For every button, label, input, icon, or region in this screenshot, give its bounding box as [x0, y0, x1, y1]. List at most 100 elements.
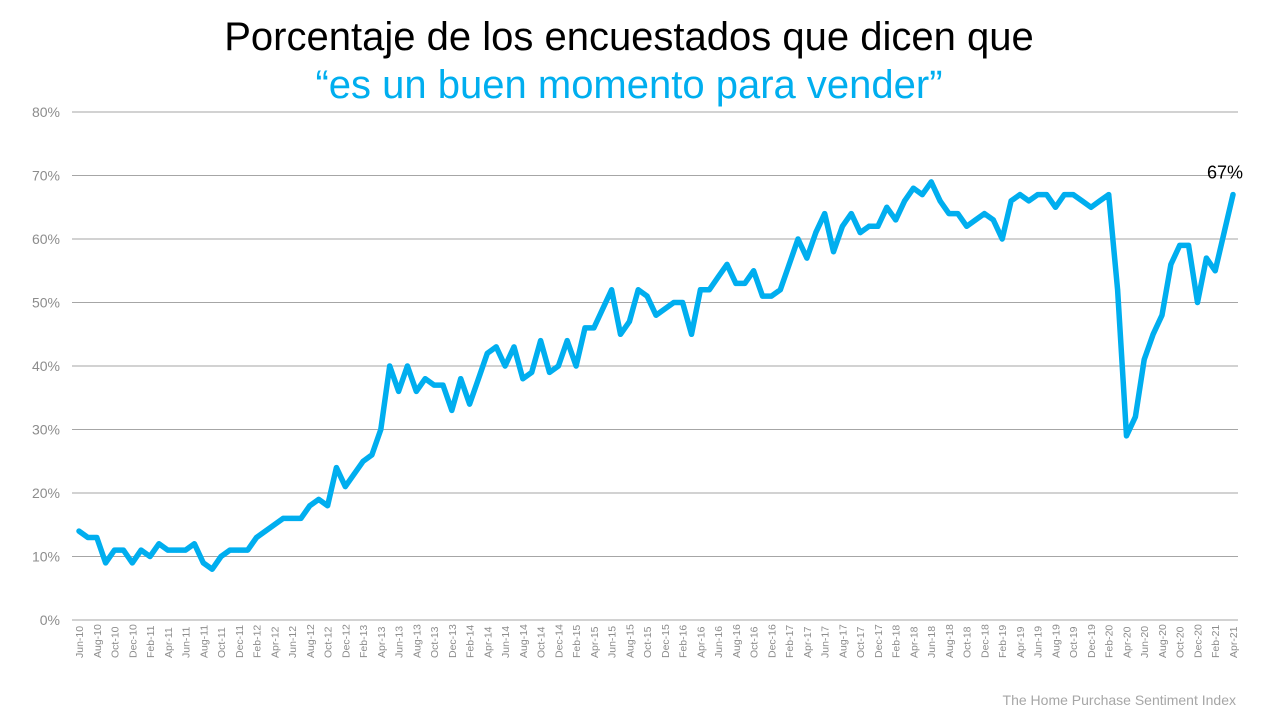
x-tick-label: Feb-18	[891, 625, 903, 658]
data-point	[742, 280, 748, 286]
data-point	[990, 217, 996, 223]
x-tick-label: Dec-14	[553, 624, 565, 658]
data-point	[1008, 198, 1014, 204]
data-point	[786, 261, 792, 267]
data-point	[910, 185, 916, 191]
data-point	[866, 223, 872, 229]
data-point	[396, 388, 402, 394]
x-tick-label: Feb-21	[1210, 625, 1222, 658]
data-point	[1061, 192, 1067, 198]
data-point	[174, 547, 180, 553]
data-point	[120, 547, 126, 553]
data-point	[1070, 192, 1076, 198]
data-point	[316, 496, 322, 502]
x-tick-label: Jun-11	[181, 627, 193, 658]
data-point	[440, 382, 446, 388]
x-tick-label: Aug-16	[731, 624, 743, 658]
x-tick-label: Feb-19	[997, 625, 1009, 658]
data-point	[609, 287, 615, 293]
data-point	[342, 484, 348, 490]
data-point	[94, 534, 100, 540]
data-point	[76, 528, 82, 534]
data-point	[715, 274, 721, 280]
x-tick-label: Dec-13	[447, 624, 459, 658]
y-tick-label: 30%	[32, 422, 60, 438]
data-point	[112, 547, 118, 553]
x-tick-label: Dec-19	[1086, 624, 1098, 658]
x-tick-label: Aug-18	[944, 624, 956, 658]
data-point	[280, 515, 286, 521]
data-point	[839, 223, 845, 229]
x-tick-label: Aug-10	[92, 624, 104, 658]
x-tick-label: Feb-15	[571, 625, 583, 658]
data-point	[777, 287, 783, 293]
data-point	[502, 363, 508, 369]
x-tick-label: Jun-14	[500, 626, 512, 658]
data-point	[209, 566, 215, 572]
x-tick-label: Dec-17	[873, 624, 885, 658]
data-point	[333, 465, 339, 471]
y-tick-label: 40%	[32, 358, 60, 374]
data-point	[467, 401, 473, 407]
data-point	[218, 554, 224, 559]
data-point	[662, 306, 668, 312]
data-point	[191, 541, 197, 547]
data-point	[289, 515, 295, 521]
data-point	[635, 287, 641, 293]
data-point	[254, 534, 260, 540]
x-tick-label: Oct-13	[429, 626, 441, 658]
data-point	[1106, 192, 1112, 198]
end-data-label: 67%	[1207, 163, 1243, 183]
x-tick-label: Jun-10	[74, 626, 86, 658]
data-point	[378, 427, 384, 432]
x-tick-label: Jun-20	[1139, 626, 1151, 658]
data-point	[831, 249, 837, 255]
x-tick-label: Dec-15	[660, 624, 672, 658]
x-tick-label: Apr-11	[163, 627, 175, 658]
x-tick-label: Jun-19	[1033, 626, 1045, 658]
data-point	[484, 350, 490, 356]
data-point	[582, 325, 588, 331]
data-point	[919, 192, 925, 198]
data-point	[1159, 312, 1165, 318]
data-point	[848, 211, 854, 217]
chart-title: Porcentaje de los encuestados que dicen …	[224, 15, 1034, 59]
data-point	[1177, 242, 1183, 248]
data-point	[795, 236, 801, 242]
x-tick-label: Dec-12	[340, 624, 352, 658]
data-point	[591, 325, 597, 331]
x-tick-label: Aug-14	[518, 624, 530, 658]
data-point	[1203, 255, 1209, 261]
data-point	[902, 198, 908, 204]
x-tick-label: Jun-15	[607, 626, 619, 658]
x-tick-label: Dec-11	[234, 625, 246, 658]
data-point	[245, 547, 251, 553]
data-point	[129, 560, 135, 566]
data-point	[1168, 261, 1174, 267]
data-point	[724, 261, 730, 267]
data-point	[103, 560, 109, 566]
data-point	[893, 217, 899, 223]
data-point	[262, 528, 268, 534]
x-tick-label: Apr-12	[269, 626, 281, 658]
data-point	[236, 547, 242, 553]
x-tick-label: Jun-13	[394, 626, 406, 658]
chart-subtitle: “es un buen momento para vender”	[315, 63, 943, 107]
x-tick-label: Feb-13	[358, 625, 370, 658]
x-tick-label: Oct-16	[749, 626, 761, 658]
x-tick-label: Jun-12	[287, 626, 299, 658]
data-point	[529, 369, 535, 375]
data-point	[1044, 192, 1050, 198]
data-point	[538, 338, 544, 344]
data-point	[697, 287, 703, 293]
x-tick-label: Aug-12	[305, 624, 317, 658]
data-point	[85, 534, 91, 540]
x-tick-label: Apr-21	[1228, 626, 1240, 658]
data-point	[999, 236, 1005, 242]
x-tick-label: Oct-10	[110, 626, 122, 658]
data-point	[937, 198, 943, 204]
series-line	[76, 179, 1236, 572]
x-tick-label: Feb-12	[252, 625, 264, 658]
data-point	[964, 223, 970, 229]
